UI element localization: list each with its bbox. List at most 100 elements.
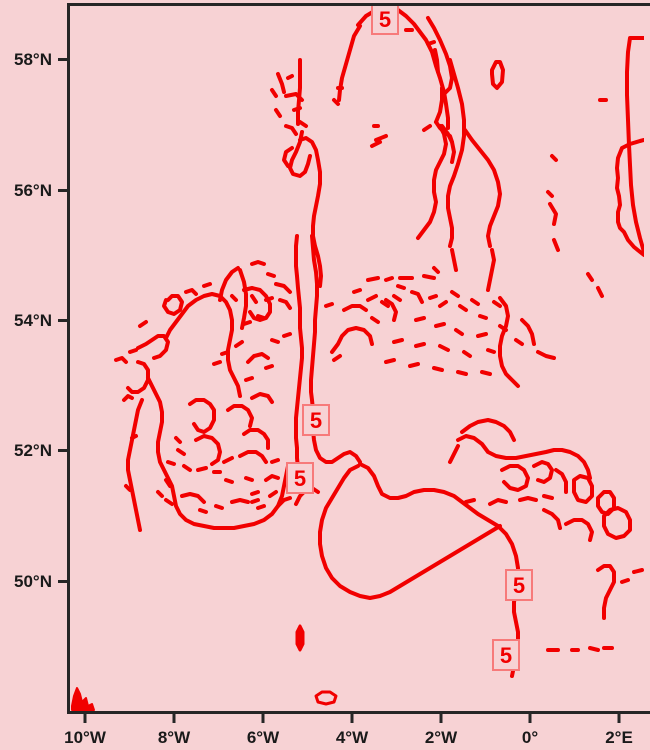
contour-path	[432, 366, 444, 372]
contour-path	[268, 490, 278, 498]
contour-path	[138, 320, 148, 328]
contour-path	[166, 460, 176, 466]
contour-path	[71, 687, 95, 711]
contour-path	[184, 288, 198, 296]
xtick-label-4w: 4°W	[335, 728, 369, 747]
contour-path	[476, 332, 488, 338]
contour-path	[374, 134, 388, 142]
axis-frame	[67, 3, 650, 714]
contour-path	[542, 494, 554, 500]
contour-path	[434, 86, 444, 124]
xtick-label-2w: 2°W	[424, 728, 458, 747]
contour-path	[218, 266, 240, 302]
contour-path	[296, 58, 302, 126]
contour-path	[126, 398, 144, 532]
contour-path	[520, 318, 536, 346]
contour-path	[456, 434, 592, 480]
contour-path	[450, 248, 458, 272]
contour-path	[500, 464, 530, 492]
contour-label: 5	[286, 462, 314, 494]
contour-path	[198, 508, 208, 514]
contour-path	[298, 120, 308, 128]
contour-path	[318, 464, 502, 600]
contour-path	[370, 140, 382, 148]
contour-path	[266, 272, 276, 278]
ytick-label-54n: 54°N	[14, 311, 52, 330]
svg-text:5: 5	[310, 408, 322, 433]
contour-path	[416, 124, 448, 240]
contour-path	[188, 398, 216, 434]
contour-path	[224, 478, 234, 484]
contour-path	[242, 320, 252, 326]
contour-path	[342, 304, 368, 312]
contour-path	[295, 624, 305, 652]
contour-path	[542, 508, 562, 530]
contour-path	[202, 282, 212, 288]
contour-path	[274, 282, 292, 294]
contour-path	[214, 504, 224, 510]
contour-path	[454, 328, 464, 336]
contour-path	[596, 286, 604, 298]
xtick-label-0: 0°	[521, 728, 539, 747]
xtick-label-10w: 10°W	[64, 728, 106, 747]
contour-path	[572, 474, 594, 504]
contour-path	[498, 296, 520, 388]
contour-path	[464, 498, 476, 504]
contour-path	[298, 136, 323, 288]
contour-path	[222, 456, 234, 464]
contour-path	[264, 474, 280, 482]
contour-path	[226, 404, 254, 428]
ytick-label-58n: 58°N	[14, 50, 52, 69]
svg-text:5: 5	[379, 7, 391, 32]
contour-path	[270, 88, 278, 98]
contour-path	[164, 478, 172, 488]
ytick-label-52n: 52°N	[14, 441, 52, 460]
contour-path	[422, 274, 436, 280]
contour-path	[588, 646, 600, 652]
contour-path	[463, 128, 502, 248]
contour-path	[518, 496, 538, 502]
contour-path	[130, 434, 138, 440]
contour-path	[294, 234, 304, 480]
xtick-label-2e: 2°E	[605, 728, 633, 747]
contour-path	[532, 460, 554, 484]
contour-path	[480, 370, 492, 376]
contour-label: 5	[492, 639, 520, 671]
contour-label: 5	[302, 404, 330, 436]
contour-path	[196, 466, 208, 472]
contour-path	[136, 334, 170, 360]
contour-path	[282, 146, 294, 168]
contour-label: 5	[505, 569, 533, 601]
contour-path	[256, 504, 266, 510]
contour-label-group: 5 5 5 5 5	[286, 3, 533, 671]
contour-path	[180, 492, 206, 504]
contour-path	[212, 360, 222, 366]
contour-path	[456, 370, 468, 376]
contour-path	[396, 284, 406, 290]
contour-path	[414, 342, 426, 348]
contour-path	[246, 352, 270, 364]
contour-path	[490, 60, 505, 90]
contour-path	[174, 436, 182, 444]
contour-path	[164, 292, 242, 398]
contour-label: 5	[371, 3, 399, 35]
contour-path	[332, 354, 342, 362]
contour-path	[448, 444, 460, 464]
contour-path	[486, 348, 496, 354]
contour-path	[536, 350, 556, 360]
xtick-label-8w: 8°W	[157, 728, 191, 747]
contour-path	[492, 300, 502, 308]
contour-path	[250, 498, 260, 504]
contour-path	[422, 124, 432, 132]
contour-path	[332, 98, 340, 106]
contour-path	[330, 326, 374, 354]
contour-path	[366, 294, 378, 302]
contour-path	[230, 294, 238, 302]
contour-path	[546, 190, 554, 198]
xtick-label-6w: 6°W	[246, 728, 280, 747]
contour-path	[286, 74, 294, 80]
contour-path	[270, 338, 280, 344]
contour-path	[384, 358, 396, 364]
contour-path	[114, 356, 128, 364]
contour-path	[596, 564, 616, 620]
